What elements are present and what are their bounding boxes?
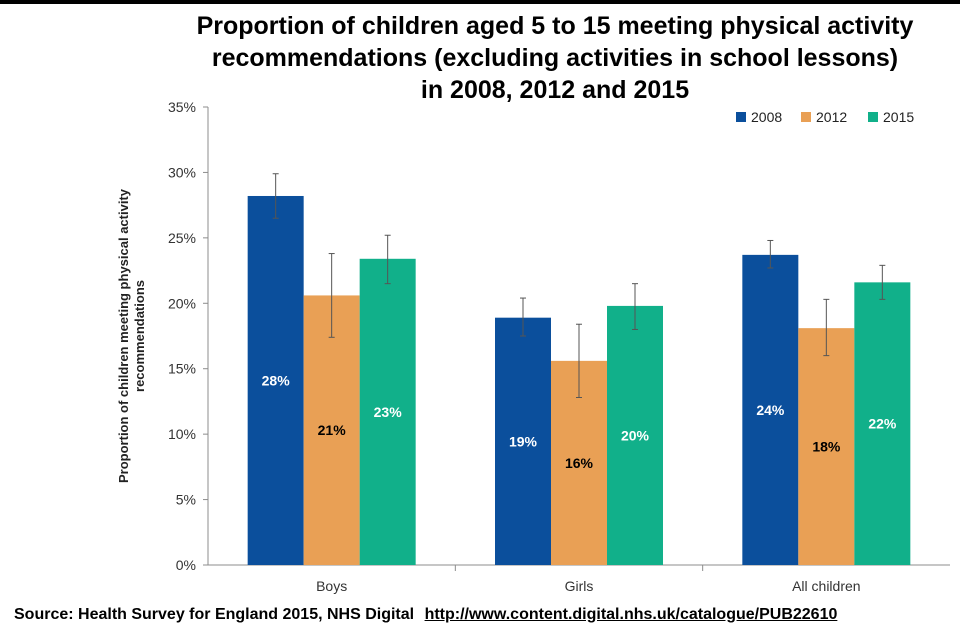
source-line: Source: Health Survey for England 2015, … — [14, 606, 960, 624]
chart-title-line-2: recommendations (excluding activities in… — [211, 44, 899, 72]
legend-swatch — [736, 112, 746, 122]
legend-swatch — [868, 112, 878, 122]
y-tick-label: 30% — [168, 164, 196, 180]
y-axis-title-line: Proportion of children meeting physical … — [116, 188, 131, 483]
y-tick-label: 0% — [176, 557, 196, 573]
data-label: 22% — [868, 416, 897, 432]
legend-label: 2008 — [751, 109, 782, 125]
y-tick-label: 20% — [168, 295, 196, 311]
bar-chart: 0% 5% 10% 15% 20% 25% 30% 35% Proportion of chil… — [116, 99, 950, 594]
y-axis-title: Proportion of children meeting physical … — [116, 188, 147, 483]
y-tick-label: 10% — [168, 426, 196, 442]
x-tick-label: Girls — [565, 578, 594, 594]
data-label: 19% — [509, 433, 538, 449]
y-tick-label: 25% — [168, 230, 196, 246]
source-text: Source: Health Survey for England 2015, … — [14, 606, 415, 623]
y-tick-label: 15% — [168, 361, 196, 377]
chart-title-line-1: Proportion of children aged 5 to 15 meet… — [196, 12, 914, 40]
legend-label: 2012 — [816, 109, 847, 125]
legend-swatch — [801, 112, 811, 122]
bar — [607, 305, 663, 565]
bar — [495, 317, 551, 565]
data-label: 20% — [621, 427, 650, 443]
data-label: 18% — [812, 439, 841, 455]
bar — [742, 254, 799, 565]
x-tick-label: Boys — [316, 578, 347, 594]
y-tick-label: 35% — [168, 99, 196, 115]
data-label: 24% — [756, 402, 785, 418]
legend-label: 2015 — [883, 109, 914, 125]
x-tick-label: All children — [792, 578, 860, 594]
bar — [359, 258, 416, 565]
chart-title-line-3: in 2008, 2012 and 2015 — [420, 76, 690, 104]
chart-title: Proportion of children aged 5 to 15 meet… — [150, 10, 960, 106]
data-label: 28% — [262, 372, 291, 388]
top-border — [0, 0, 960, 4]
bar — [303, 295, 360, 565]
data-label: 21% — [318, 422, 347, 438]
source-link[interactable]: http://www.content.digital.nhs.uk/catalo… — [424, 606, 838, 623]
data-label: 23% — [374, 404, 403, 420]
y-tick-label: 5% — [176, 492, 196, 508]
bar — [247, 195, 304, 566]
data-label: 16% — [565, 455, 594, 471]
bar — [798, 328, 855, 565]
bar — [854, 282, 911, 565]
y-axis-title-line: recommendations — [132, 280, 147, 392]
